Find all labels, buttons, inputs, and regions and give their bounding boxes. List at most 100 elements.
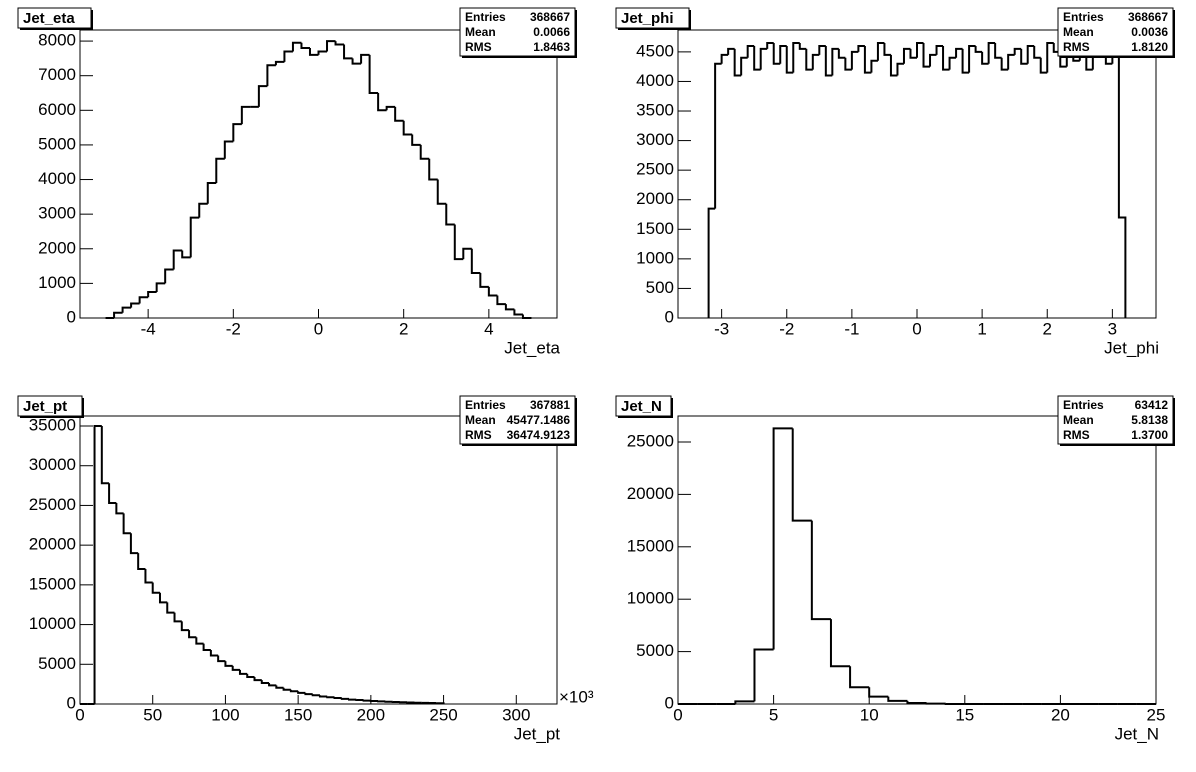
stats-box [1057,7,1174,57]
histogram-bin [929,53,937,67]
histogram-bin [824,45,833,77]
histogram-bin [922,43,931,68]
y-tick-label: 25000 [29,495,76,514]
histogram-bin [326,696,335,699]
title-box [17,7,92,29]
histogram-bin [504,304,515,311]
stats-value: 5.8138 [1131,413,1168,427]
title-box [615,7,690,29]
x-tick-label: 200 [357,705,385,724]
histogram-bin [521,314,532,319]
histogram-bin [343,44,353,60]
histogram-bin [883,43,891,56]
histogram-pad: 0 5000 10000 15000 20000 25000 30000 35000 0 50 10… [17,395,594,743]
histogram-bin [435,702,445,705]
y-tick-label: 25000 [627,431,674,450]
histogram-bin [289,689,299,693]
histogram-bin [968,44,976,73]
histogram-bin [198,202,208,218]
histogram-bin [896,62,904,76]
histogram-bin [224,661,233,667]
histogram-bin [151,582,160,594]
histogram-bin [707,207,716,318]
stats-value: 0.0066 [533,25,570,39]
histogram-bin [714,62,722,209]
histogram-bin [181,250,191,259]
histogram-bin [223,140,234,159]
y-tick-label: 20000 [29,535,76,554]
histogram-bin [283,50,293,62]
histogram-bin [333,697,342,700]
y-tick-label: 2000 [636,189,674,208]
histogram-bin [902,47,911,64]
x-tick-label: -3 [714,319,729,338]
histogram-bin [266,64,276,87]
histogram-bin [318,695,328,698]
histogram-bin [202,643,211,651]
x-tick-label: 2 [1043,319,1052,338]
y-tick-label: 3500 [636,101,674,120]
histogram-bin [831,47,839,76]
plot-frame [79,415,558,705]
histogram-bin [188,630,197,639]
y-tick-label: 500 [646,278,674,297]
histogram-bin [453,224,464,261]
y-tick-label: 30000 [29,455,76,474]
histogram-bin [948,56,957,70]
histogram-bin [942,45,950,71]
histogram-bin [304,692,313,696]
x-tick-label: 0 [673,705,682,724]
histogram-bin [166,602,175,614]
histogram-bin [935,44,944,55]
x-tick-label: -1 [844,319,859,338]
stats-label: RMS [465,428,492,442]
histogram-bin [1000,57,1009,71]
histogram-bin [129,533,139,555]
x-axis-multiplier: ×10³ [559,687,594,706]
histogram-pad: 0 1000 2000 3000 4000 5000 6000 7000 8000 -4 -2 0 2 4… [17,7,577,357]
histogram-bin [887,696,908,702]
stats-label: Entries [465,398,506,412]
histogram-bin [849,666,870,689]
histogram-bin [308,48,319,56]
histogram-bin [411,134,421,146]
y-tick-label: 8000 [38,31,76,50]
histogram-bin [115,503,124,515]
histogram-bin [334,41,345,46]
y-tick-label: 4000 [636,71,674,90]
x-axis-label: Jet_pt [514,724,561,743]
histogram-bin [829,619,851,668]
histogram-bin [260,680,270,684]
y-tick-label: 4000 [38,169,76,188]
title-box [17,395,83,417]
histogram-bin [246,673,255,678]
histogram-bin [727,47,735,55]
histogram-bin [137,553,146,570]
histogram-bin [274,60,285,66]
histogram-bin [122,513,131,535]
histogram-bin [348,698,357,701]
histogram-bin [844,57,852,71]
x-tick-label: 3 [1108,319,1117,338]
histogram-bin [130,302,140,308]
x-tick-label: -4 [141,319,156,338]
histogram-bin [955,47,963,58]
stats-box [459,7,576,57]
histogram-bin [317,50,328,55]
stats-value: 1.8463 [533,40,570,54]
histogram-bin [791,428,812,522]
x-tick-label: 1 [977,319,986,338]
stats-label: RMS [1063,40,1090,54]
x-axis-label: Jet_eta [504,338,560,357]
stats-label: Mean [465,413,496,427]
x-tick-label: -2 [779,319,794,338]
histogram-bin [772,43,781,65]
x-axis-label: Jet_N [1115,724,1159,743]
histogram-bin [785,45,794,74]
x-tick-label: 0 [314,319,323,338]
histogram-bin [291,41,302,52]
histogram-bin [733,48,742,77]
histogram-bin [172,249,183,270]
